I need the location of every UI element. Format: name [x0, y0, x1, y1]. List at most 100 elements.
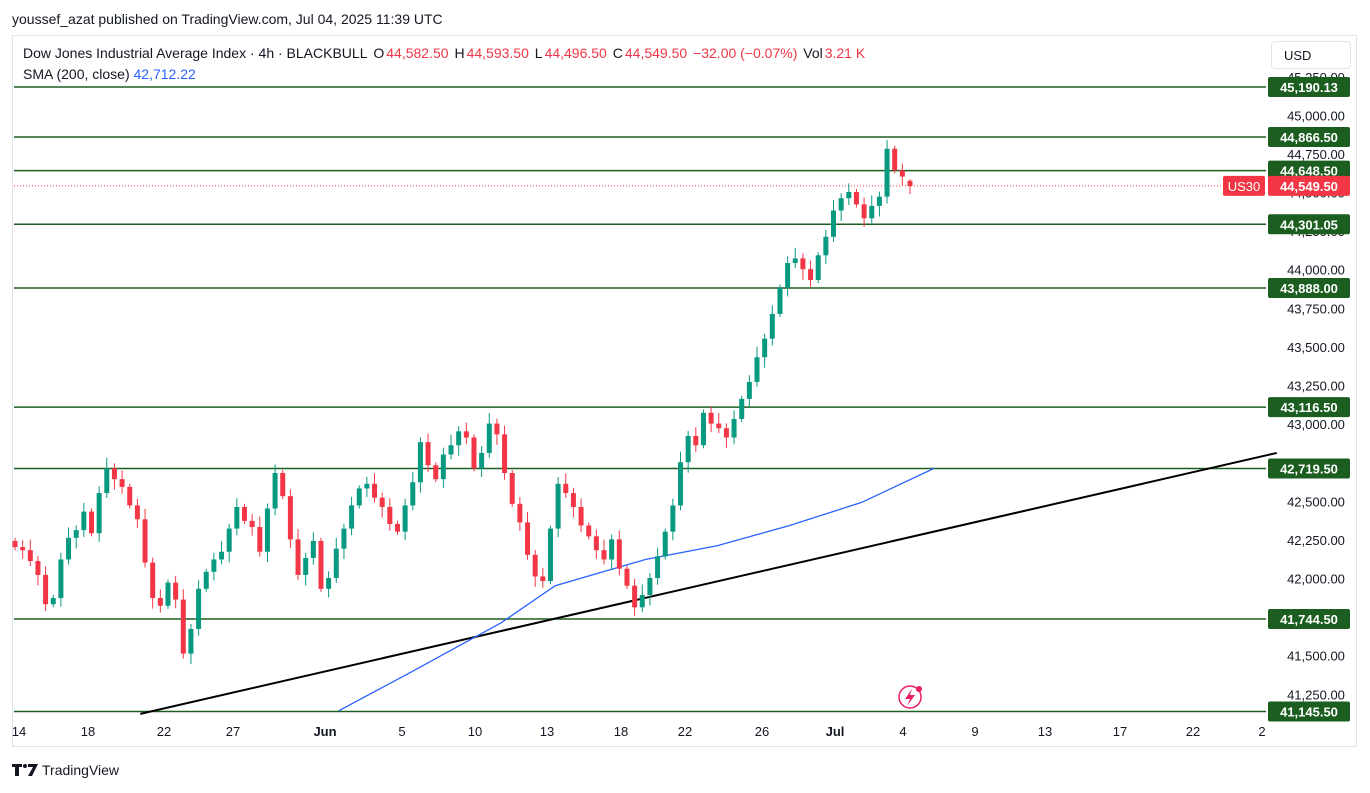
candle-body [448, 445, 454, 455]
candle-body [700, 412, 706, 446]
candle-body [417, 442, 423, 483]
candle-body [907, 180, 913, 186]
sma-200-line [338, 467, 935, 712]
candle-body [616, 539, 622, 569]
candle-body [387, 506, 393, 524]
candle-body [838, 198, 844, 211]
candle-body [226, 528, 232, 552]
volume-label: Vol [803, 45, 823, 61]
level-label: 41,145.50 [1280, 704, 1338, 719]
candle-body [394, 523, 400, 532]
candles [12, 140, 913, 665]
candle-body [66, 537, 72, 560]
candle-body [555, 483, 561, 529]
candle-body [754, 357, 760, 382]
candle-body [731, 418, 737, 438]
x-tick-label: 18 [614, 724, 628, 739]
candle-body [639, 594, 645, 608]
candle-body [425, 442, 431, 466]
level-label-bg [1268, 458, 1350, 479]
candle-body [502, 434, 508, 473]
candle-body [287, 496, 293, 540]
candle-body [440, 454, 446, 480]
candle-body [517, 503, 523, 523]
y-tick-label: 42,250.00 [1287, 533, 1345, 548]
candle-body [241, 506, 247, 521]
candle-body [532, 554, 538, 577]
candle-body [471, 437, 477, 469]
candle-body [234, 506, 240, 529]
candle-body [96, 493, 102, 534]
level-label-bg [1268, 214, 1350, 235]
candle-body [632, 585, 638, 608]
x-tick-label: 13 [540, 724, 554, 739]
candle-body [662, 531, 668, 557]
candle-body [785, 263, 791, 288]
candle-body [134, 505, 140, 520]
candle-body [257, 527, 263, 552]
lightning-icon [905, 689, 915, 706]
candle-body [486, 423, 492, 453]
candle-body [73, 530, 79, 538]
open-value: 44,582.50 [386, 45, 449, 61]
candle-body [456, 431, 462, 446]
y-tick-label: 41,500.00 [1287, 649, 1345, 664]
candle-body [624, 568, 630, 586]
candle-body [509, 472, 515, 504]
candle-body [333, 548, 339, 578]
level-label: 44,866.50 [1280, 130, 1338, 145]
y-tick-label: 44,750.00 [1287, 147, 1345, 162]
candle-body [808, 269, 814, 281]
change-value: −32.00 (−0.07%) [693, 45, 798, 61]
candle-body [479, 452, 485, 469]
level-label-bg [1268, 278, 1350, 299]
level-label: 41,744.50 [1280, 612, 1338, 627]
level-label: 44,301.05 [1280, 217, 1338, 232]
candle-body [81, 511, 87, 531]
candle-body [379, 497, 385, 507]
x-tick-label: 27 [226, 724, 240, 739]
candle-body [708, 412, 714, 424]
candle-body [739, 398, 745, 419]
candle-body [800, 258, 806, 270]
candle-body [540, 576, 546, 582]
candle-body [762, 338, 768, 358]
candle-body [349, 505, 355, 529]
candle-body [280, 472, 286, 497]
candle-body [150, 562, 156, 599]
candle-body [746, 381, 752, 399]
sma-legend[interactable]: SMA (200, close) 42,712.22 [23, 66, 196, 82]
candle-body [157, 598, 163, 606]
candle-body [173, 582, 179, 600]
candle-body [861, 204, 867, 219]
candle-body [670, 505, 676, 532]
y-tick-label: 43,250.00 [1287, 379, 1345, 394]
tradingview-logo[interactable]: TradingView [12, 762, 119, 778]
candle-body [716, 423, 722, 429]
symbol-title[interactable]: Dow Jones Industrial Average Index · 4h … [23, 45, 368, 61]
candle-body [433, 465, 439, 480]
candle-body [678, 462, 684, 506]
candle-body [219, 551, 225, 560]
candle-body [356, 488, 362, 506]
candle-body [20, 547, 26, 551]
candle-body [165, 582, 171, 606]
candle-body [525, 522, 531, 555]
y-tick-label: 42,500.00 [1287, 494, 1345, 509]
currency-button[interactable]: USD [1271, 41, 1351, 69]
level-label: 45,190.13 [1280, 80, 1338, 95]
notification-dot-icon [916, 686, 922, 692]
candle-body [410, 482, 416, 506]
candle-body [310, 540, 316, 558]
level-label-bg [1268, 701, 1350, 722]
candle-body [341, 528, 347, 549]
chart-frame [12, 35, 1357, 747]
candle-body [58, 559, 64, 599]
x-tick-label: 10 [468, 724, 482, 739]
candle-body [88, 511, 94, 534]
sma-value: 42,712.22 [133, 66, 196, 82]
volume-value: 3.21 K [824, 45, 866, 61]
level-label: 44,648.50 [1280, 164, 1338, 179]
level-label: 43,888.00 [1280, 281, 1338, 296]
